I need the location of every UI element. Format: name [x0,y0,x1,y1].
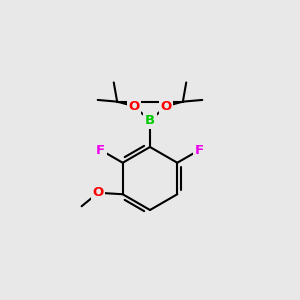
Text: F: F [195,143,204,157]
Text: O: O [160,100,172,112]
Text: O: O [128,100,140,112]
Text: O: O [92,186,104,199]
Text: F: F [96,143,105,157]
Text: B: B [145,114,155,127]
